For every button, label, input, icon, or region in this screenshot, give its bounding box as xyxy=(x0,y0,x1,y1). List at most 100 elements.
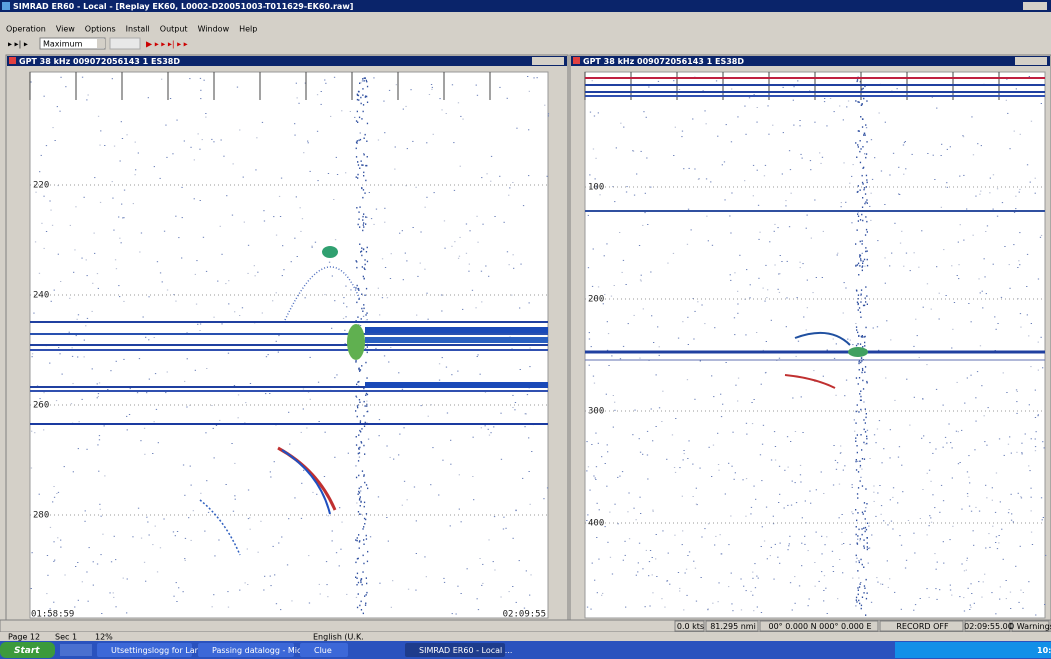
menu-item[interactable]: Operation xyxy=(6,25,46,34)
echo-dot xyxy=(457,370,459,372)
toolbar-buttons[interactable]: ▸ ▸| ▸ xyxy=(8,40,28,49)
echo-dot xyxy=(59,353,61,355)
echo-dot xyxy=(1009,148,1011,150)
echo-dot xyxy=(733,317,736,319)
echo-dot xyxy=(355,561,357,564)
echo-dot xyxy=(98,439,101,441)
echo-dot xyxy=(871,178,874,180)
echo-dot xyxy=(1045,554,1047,556)
echo-dot xyxy=(356,383,358,386)
echo-dot xyxy=(856,434,858,436)
window-controls[interactable] xyxy=(1023,2,1047,10)
start-button[interactable] xyxy=(0,642,55,658)
echo-dot xyxy=(1015,208,1017,210)
echo-dot xyxy=(365,518,367,521)
echo-dot xyxy=(1009,591,1012,593)
echo-dot xyxy=(533,77,535,79)
echo-dot xyxy=(46,555,49,556)
echo-dot xyxy=(851,484,853,486)
task-button[interactable] xyxy=(300,643,348,657)
task-button[interactable] xyxy=(405,643,505,657)
task-button[interactable] xyxy=(97,643,192,657)
echo-dot xyxy=(111,181,113,183)
echo-dot xyxy=(625,284,627,285)
echo-dot xyxy=(687,208,690,210)
echo-dot xyxy=(696,504,698,506)
echo-dot xyxy=(361,266,363,268)
echo-dot xyxy=(809,160,812,162)
echo-dot xyxy=(588,364,590,366)
menu-item[interactable]: Window xyxy=(198,25,230,34)
echo-dot xyxy=(839,452,842,454)
echo-dot xyxy=(477,241,479,243)
echo-dot xyxy=(587,466,590,468)
dropdown-arrow[interactable] xyxy=(97,39,105,48)
echo-dot xyxy=(1026,314,1028,316)
echo-dot xyxy=(359,540,361,542)
menu-item[interactable]: Install xyxy=(126,25,150,34)
echo-dot xyxy=(278,542,280,544)
echo-dot xyxy=(234,311,236,313)
menu-item[interactable]: Options xyxy=(85,25,116,34)
echo-dot xyxy=(301,218,304,220)
depth-label: 280 xyxy=(33,511,49,521)
menu-item[interactable]: Help xyxy=(239,25,257,34)
echo-dot xyxy=(122,217,124,219)
echo-dot xyxy=(225,484,227,485)
echo-dot xyxy=(864,587,866,589)
echo-dot xyxy=(970,510,973,512)
echo-dot xyxy=(365,216,367,218)
echo-dot xyxy=(619,232,621,233)
echo-dot xyxy=(863,527,865,529)
echo-dot xyxy=(959,175,961,177)
echo-dot xyxy=(361,80,364,82)
echo-dot xyxy=(1037,369,1039,371)
echo-dot xyxy=(1010,493,1012,495)
echo-dot xyxy=(963,239,965,241)
echo-dot xyxy=(148,534,150,536)
play-controls[interactable]: ▶ ▸ ▸ ▸| ▸ ▸ xyxy=(146,40,188,49)
echo-dot xyxy=(864,297,866,299)
echo-dot xyxy=(970,374,972,376)
echo-dot xyxy=(721,164,723,166)
echo-dot xyxy=(358,541,361,543)
echo-dot xyxy=(1028,581,1030,583)
echo-dot xyxy=(655,374,657,376)
echo-dot xyxy=(294,497,296,499)
echo-dot xyxy=(859,256,861,258)
echo-dot xyxy=(861,596,864,598)
echo-dot xyxy=(383,355,386,357)
echo-dot xyxy=(398,372,400,374)
echo-dot xyxy=(851,222,853,224)
task-button[interactable] xyxy=(198,643,294,657)
echo-dot xyxy=(364,259,366,261)
echo-dot xyxy=(365,534,367,537)
echo-dot xyxy=(604,463,606,464)
echo-dot xyxy=(358,368,360,370)
echo-dot xyxy=(355,176,357,178)
echo-dot xyxy=(546,487,549,489)
echo-dot xyxy=(861,265,864,267)
echo-dot xyxy=(872,327,874,329)
child-controls[interactable] xyxy=(532,57,564,65)
echo-dot xyxy=(866,522,869,524)
echo-dot xyxy=(265,356,268,358)
echo-dot xyxy=(1009,287,1011,289)
echo-dot xyxy=(640,274,642,276)
echo-dot xyxy=(929,442,931,444)
menu-item[interactable]: View xyxy=(56,25,75,34)
echo-dot xyxy=(648,575,650,577)
echo-dot xyxy=(146,516,148,518)
child-controls[interactable] xyxy=(1015,57,1047,65)
echo-dot xyxy=(857,471,860,473)
echo-dot xyxy=(366,591,368,594)
speed-box[interactable] xyxy=(109,37,141,50)
echo-dot xyxy=(859,189,861,191)
echo-dot xyxy=(529,594,531,596)
echo-dot xyxy=(362,275,364,278)
menu-item[interactable]: Output xyxy=(160,25,188,34)
toolbar: ▸ ▸| ▸ Maximum ▶ ▸ ▸ ▸| ▸ ▸ xyxy=(8,37,188,50)
quick-launch[interactable] xyxy=(60,644,92,656)
echo-dot xyxy=(724,493,726,495)
echo-dot xyxy=(52,501,54,503)
